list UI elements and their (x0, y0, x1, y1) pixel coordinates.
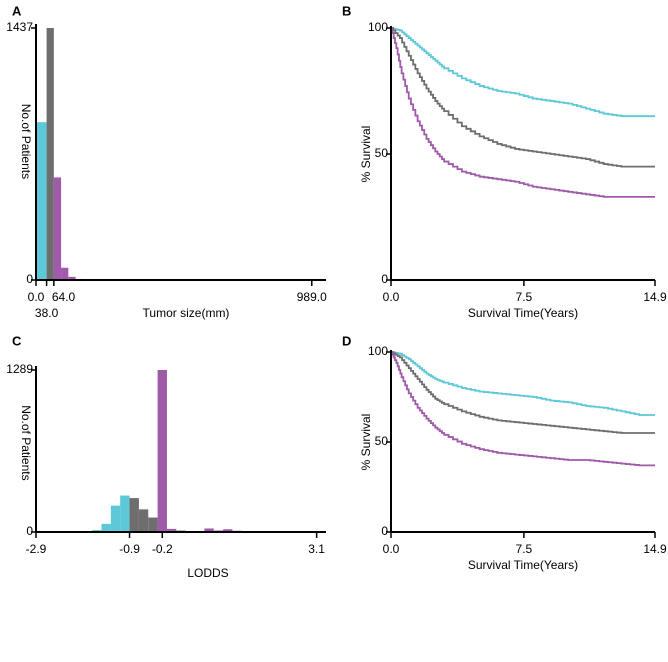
x-tick-label-a-1: 38.0 (35, 306, 59, 320)
y-tick-label-b-0: 0 (381, 272, 388, 286)
panel-label-d: D (342, 333, 351, 348)
bar-c-15 (223, 529, 233, 532)
panel-label-a: A (12, 3, 22, 18)
survival-curve-b-purple (391, 27, 655, 198)
survival-curve-d-cyan (391, 351, 655, 416)
x-tick-label-a-2: 64.0 (52, 290, 76, 304)
y-tick-label-b-1: 50 (375, 146, 389, 160)
y-tick-label-c-0: 0 (26, 524, 33, 538)
bar-c-10 (166, 528, 177, 532)
bar-a-2 (53, 177, 62, 280)
x-axis-title-d: Survival Time(Years) (468, 558, 578, 572)
x-tick-label-c-0: -2.9 (26, 542, 47, 556)
x-tick-label-c-3: 3.1 (308, 542, 325, 556)
x-axis-title-c: LODDS (187, 566, 228, 580)
bar-a-3 (61, 267, 69, 280)
x-tick-label-d-0: 0.0 (383, 542, 400, 556)
bar-c-7 (138, 509, 149, 532)
survival-curve-d-purple (391, 351, 655, 467)
x-axis-title-b: Survival Time(Years) (468, 306, 578, 320)
y-tick-label-c-1: 1289 (6, 362, 33, 376)
bar-c-5 (120, 495, 130, 532)
bar-c-6 (129, 498, 139, 532)
x-tick-label-b-0: 0.0 (383, 290, 400, 304)
y-tick-label-b-2: 100 (368, 20, 388, 34)
panel-d: D 0 50 100 0.0 7.5 14.9 Survival Time(Years) % S… (342, 333, 667, 572)
x-tick-label-d-2: 14.9 (643, 542, 667, 556)
x-axis-title-a: Tumor size(mm) (143, 306, 230, 320)
panel-a: A 0 1437 0.0 38.0 64.0 989.0 Tumor size(mm) No.o… (6, 3, 327, 320)
x-tick-label-c-2: -0.2 (152, 542, 173, 556)
x-tick-label-d-1: 7.5 (516, 542, 533, 556)
bar-a-0 (36, 122, 47, 280)
survival-curve-b-cyan (391, 27, 655, 118)
x-tick-label-b-2: 14.9 (643, 290, 667, 304)
survival-curve-d-grey (391, 351, 655, 434)
x-tick-label-c-1: -0.9 (119, 542, 140, 556)
bar-c-13 (204, 528, 214, 532)
x-tick-label-a-3: 989.0 (297, 290, 327, 304)
bar-a-1 (46, 28, 54, 280)
y-tick-label-a-1: 1437 (6, 20, 33, 34)
y-axis-title-c: No.of Patients (19, 405, 33, 480)
survival-curve-b-grey (391, 27, 655, 168)
panel-c: C 0 1289 -2.9 -0.9 -0.2 3.1 LODDS No.of Patients (6, 333, 326, 580)
y-tick-label-d-2: 100 (368, 344, 388, 358)
y-axis-title-b: % Survival (359, 126, 373, 183)
bar-c-4 (110, 505, 121, 532)
panel-label-c: C (12, 333, 22, 348)
y-axis-title-a: No.of Patients (19, 104, 33, 179)
panel-b: B 0 50 100 0.0 7.5 14.9 Survival Time(Years) % S… (342, 3, 667, 320)
bar-c-8 (148, 517, 158, 532)
panel-label-b: B (342, 3, 351, 18)
y-tick-label-d-1: 50 (375, 434, 389, 448)
x-tick-label-a-0: 0.0 (28, 290, 45, 304)
x-tick-label-b-1: 7.5 (516, 290, 533, 304)
bar-a-4 (68, 276, 76, 280)
bar-c-9 (157, 370, 167, 532)
bar-c-3 (101, 523, 111, 532)
y-axis-title-d: % Survival (359, 414, 373, 471)
y-tick-label-d-0: 0 (381, 524, 388, 538)
y-tick-label-a-0: 0 (26, 272, 33, 286)
